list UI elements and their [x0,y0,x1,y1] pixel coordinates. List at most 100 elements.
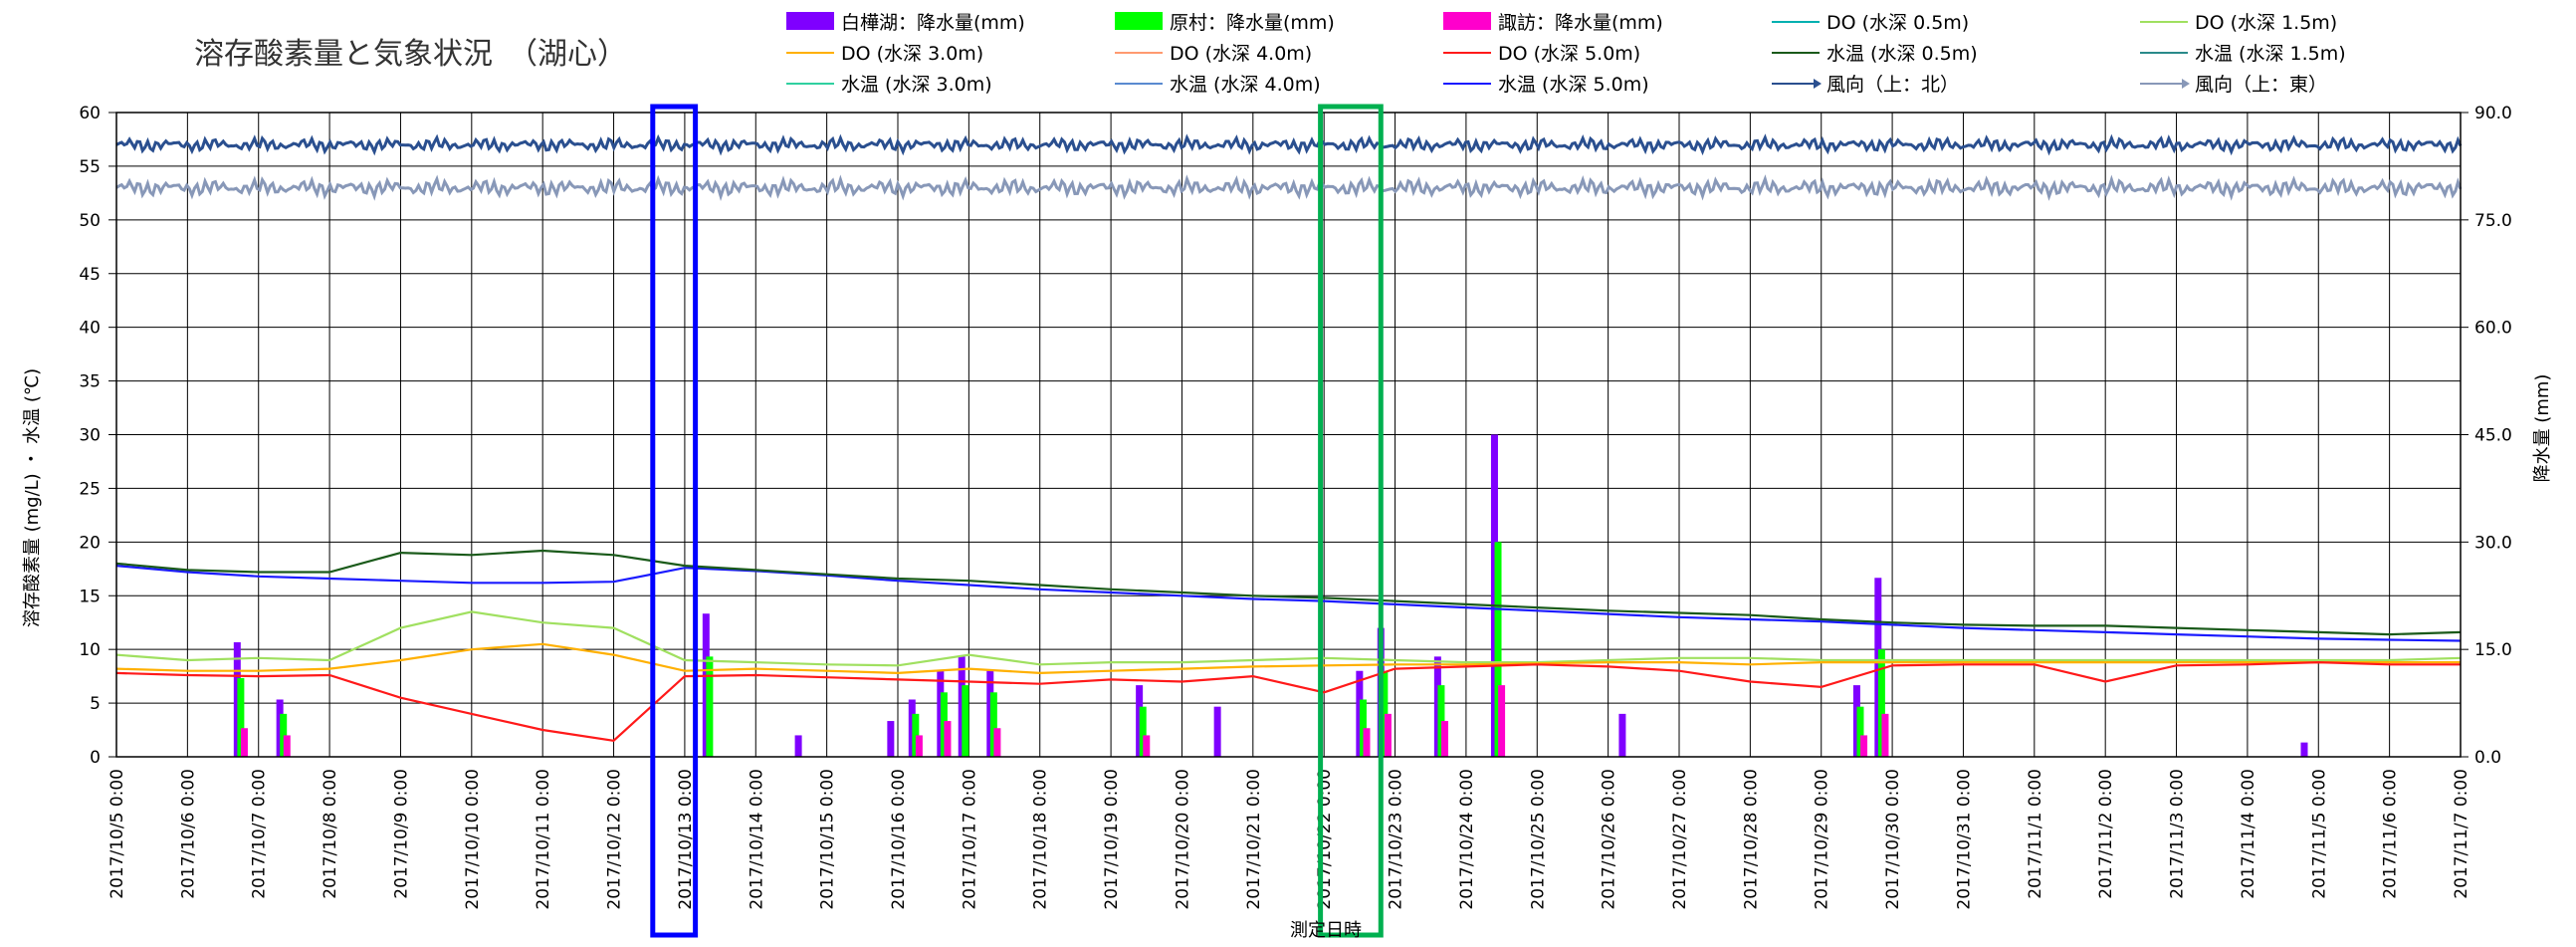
y-left-tick-label: 0 [90,748,101,768]
precipitation-bar [908,699,916,757]
x-tick-label: 2017/10/13 0:00 [676,769,696,910]
x-tick-label: 2017/10/23 0:00 [1387,769,1406,910]
y-right-tick-label: 15.0 [2474,640,2512,660]
precipitation-bar [993,728,1001,757]
wind-east-trace [115,174,2463,202]
y-right-tick-label: 90.0 [2474,104,2512,123]
x-tick-label: 2017/10/10 0:00 [463,769,483,910]
legend-arrow-head [1814,79,1822,89]
y-right-tick-label: 75.0 [2474,211,2512,231]
precipitation-bar [1139,706,1147,757]
y-left-tick-label: 10 [79,640,101,660]
highlight-boxes [650,104,1384,938]
precipitation-bar [912,713,920,757]
precipitation-bar [1363,728,1371,757]
legend-label: 風向（上：北） [1826,74,1959,96]
x-tick-label: 2017/10/6 0:00 [178,769,198,899]
y-axis-left-title: 溶存酸素量 (mg/L) ・ 水温 (℃) [22,368,43,627]
y-axis-right-title: 降水量 (mm) [2532,374,2553,483]
series-line [115,565,2462,642]
precipitation-bar [989,692,997,757]
series-lines [115,549,2462,742]
x-tick-label: 2017/10/5 0:00 [107,769,127,899]
y-right-tick-label: 30.0 [2474,533,2512,553]
x-tick-label: 2017/10/29 0:00 [1813,769,1832,910]
series-line [115,660,2461,742]
x-tick-label: 2017/10/20 0:00 [1173,769,1192,910]
x-tick-label: 2017/10/27 0:00 [1670,769,1690,910]
x-tick-label: 2017/11/1 0:00 [2026,769,2045,899]
x-tick-label: 2017/10/15 0:00 [818,769,838,910]
precipitation-bar [233,641,241,757]
legend-label: DO (水深 5.0m) [1498,43,1640,65]
precipitation-bar [1498,685,1506,757]
x-tick-label: 2017/10/21 0:00 [1244,769,1264,910]
y-left-tick-label: 25 [79,479,101,499]
y-left-tick-label: 60 [79,104,101,123]
y-left-tick-label: 20 [79,533,101,553]
y-right-tick-label: 60.0 [2474,319,2512,339]
x-tick-label: 2017/10/24 0:00 [1457,769,1477,910]
legend-label: 白樺湖：降水量(mm) [841,12,1025,34]
legend-label: DO (水深 1.5m) [2195,12,2337,34]
x-tick-label: 2017/11/2 0:00 [2096,769,2116,899]
legend-swatch-bar [1115,12,1163,30]
x-tick-label: 2017/11/6 0:00 [2381,769,2401,899]
precipitation-bar [944,721,952,757]
precipitation-bar [1860,735,1868,757]
precipitation-bar [915,735,923,757]
y-left-tick-label: 40 [79,319,101,339]
x-tick-label: 2017/10/30 0:00 [1883,769,1903,910]
precipitation-bar [240,728,248,757]
precipitation-bar [940,692,948,757]
precipitation-bar [986,670,994,757]
legend-label: DO (水深 0.5m) [1826,12,1969,34]
precipitation-bar [1877,649,1885,757]
legend-arrow-head [2182,79,2190,89]
legend: 白樺湖：降水量(mm) 原村：降水量(mm) 諏訪：降水量(mm) DO (水深 0.… [786,12,2346,96]
wind-direction-traces [115,133,2463,202]
precipitation-bar [1881,713,1889,757]
x-tick-label: 2017/10/12 0:00 [605,769,625,910]
precipitation-bar [937,670,945,757]
x-tick-label: 2017/11/3 0:00 [2168,769,2188,899]
y-left-tick-label: 55 [79,157,101,177]
precipitation-bar [1136,685,1144,757]
precipitation-bar [1359,699,1367,757]
precipitation-bar [962,685,969,757]
x-tick-label: 2017/10/31 0:00 [1954,769,1974,910]
legend-label: 水温 (水深 3.0m) [841,74,992,96]
series-line [115,549,2462,636]
x-axis-ticks: 2017/10/5 0:00 2017/10/6 0:00 2017/10/7 0:… [107,769,2471,910]
y-left-tick-label: 50 [79,211,101,231]
y-left-tick-label: 45 [79,265,101,285]
precipitation-bar [1384,713,1392,757]
x-tick-label: 2017/11/4 0:00 [2239,769,2258,899]
x-axis-title: 測定日時 [1290,920,1362,941]
x-tick-label: 2017/10/25 0:00 [1528,769,1548,910]
precipitation-bar [1143,735,1151,757]
legend-swatch-bar [1443,12,1491,30]
legend-label: 風向（上：東） [2195,74,2327,96]
precipitation-bar [1433,656,1441,757]
y-left-tick-label: 30 [79,426,101,446]
legend-label: 諏訪：降水量(mm) [1498,12,1663,34]
x-tick-label: 2017/10/14 0:00 [747,769,766,910]
x-tick-label: 2017/11/5 0:00 [2309,769,2329,899]
legend-label: DO (水深 4.0m) [1170,43,1312,65]
precipitation-bar [1494,542,1502,757]
precipitation-bar [237,677,245,757]
left-axis-ticks: 0 5 10 15 20 25 30 35 40 45 50 55 60 [79,104,116,768]
legend-label: DO (水深 3.0m) [841,43,983,65]
precipitation-bar [1381,670,1389,757]
legend-swatch-bar [786,12,834,30]
legend-label: 原村：降水量(mm) [1170,12,1335,34]
x-tick-label: 2017/10/8 0:00 [321,769,340,899]
legend-label: 水温 (水深 1.5m) [2195,43,2346,65]
x-tick-label: 2017/10/17 0:00 [960,769,979,910]
wind-north-trace [115,133,2463,156]
y-right-tick-label: 45.0 [2474,426,2512,446]
series-line [115,642,2461,675]
precipitation-bar [887,721,895,757]
